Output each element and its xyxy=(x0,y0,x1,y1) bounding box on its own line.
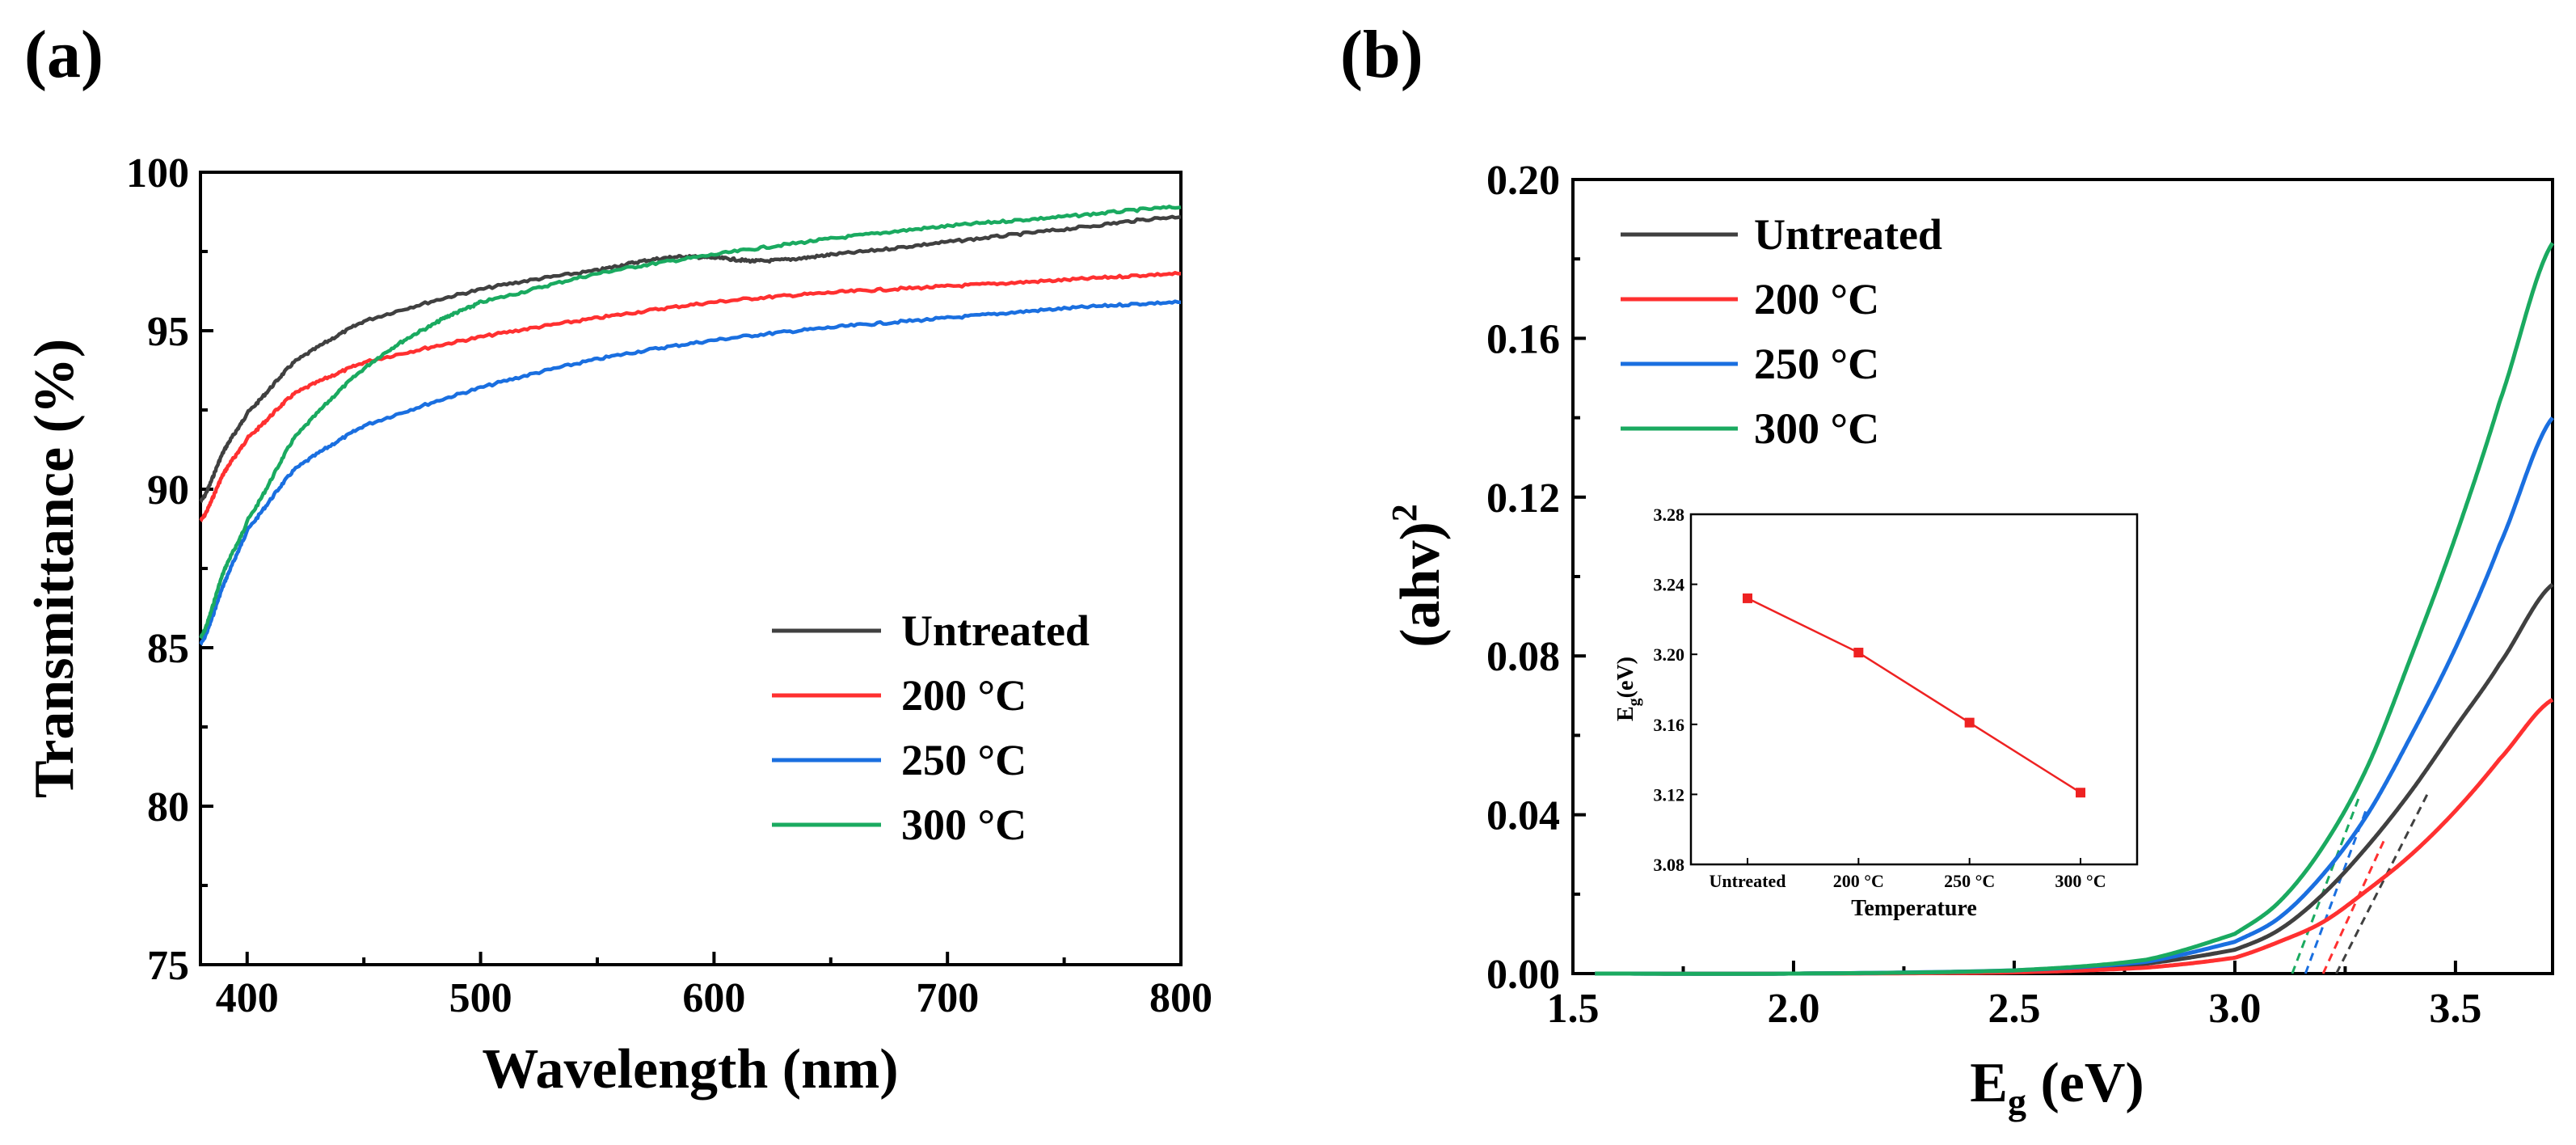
panel-b-x-axis-symbol: E xyxy=(1970,1052,2008,1114)
inset-y-tick-label: 3.20 xyxy=(1654,644,1685,665)
panel-a-plot-frame xyxy=(199,171,1183,966)
panel-a-y-tick-label: 85 xyxy=(147,626,189,672)
panel-b-y-ticks: 0.00 0.04 0.08 0.12 0.16 0.20 xyxy=(1486,158,1586,998)
panel-a-series-250-c xyxy=(199,299,1181,646)
inset-x-tick-label: Untreated xyxy=(1710,871,1786,891)
panel-b-x-axis-unit: (eV) xyxy=(2026,1052,2144,1114)
inset-y-tick-label: 3.16 xyxy=(1654,715,1685,735)
panel-b-legend-label-untreated: Untreated xyxy=(1754,210,1942,259)
inset-y-tick-label: 3.08 xyxy=(1654,855,1685,875)
panel-a-y-tick-label: 100 xyxy=(126,150,189,196)
panel-b-x-axis-title: Eg (eV) xyxy=(1970,1052,2144,1122)
panel-a-series-untreated xyxy=(199,214,1182,504)
panel-a-x-tick-label: 700 xyxy=(916,975,979,1021)
inset-data-point xyxy=(1853,648,1864,658)
inset-y-axis-symbol: E xyxy=(1613,706,1638,721)
panel-a-x-ticks: 400 500 600 700 800 xyxy=(216,952,1212,1021)
panel-a-label: (a) xyxy=(24,17,103,92)
panel-a-legend-label-300-c: 300 °C xyxy=(901,801,1027,849)
panel-a-x-tick-label: 600 xyxy=(682,975,745,1021)
panel-a-y-tick-label: 80 xyxy=(147,784,189,830)
panel-b-legend-label-250-c: 250 °C xyxy=(1754,340,1879,388)
inset-y-axis-title: Eg(eV) xyxy=(1613,657,1643,721)
panel-a-x-tick-label: 800 xyxy=(1149,975,1212,1021)
panel-b-legend: Untreated 200 °C 250 °C 300 °C xyxy=(1621,210,1942,453)
inset-data-point xyxy=(2076,788,2085,798)
inset-y-tick-label: 3.12 xyxy=(1654,784,1685,805)
inset-series-line xyxy=(1747,597,2081,794)
panel-b-x-ticks: 1.5 2.0 2.5 3.0 3.5 xyxy=(1547,961,2481,1032)
panel-b-legend-label-200-c: 200 °C xyxy=(1754,275,1879,323)
panel-b-y-tick-label: 0.20 xyxy=(1486,158,1560,204)
panel-a: (a) 400 500 600 700 800 75 80 85 90 95 100 Wavele… xyxy=(23,17,1212,1101)
panel-a-legend-label-200-c: 200 °C xyxy=(901,671,1027,720)
panel-a-x-axis-title: Wavelength (nm) xyxy=(482,1038,898,1101)
panel-b: (b) 1.5 2.0 2.5 3.0 3.5 0.00 0.04 0.08 0.12 0.16… xyxy=(1340,17,2555,1122)
panel-b-x-tick-label: 2.0 xyxy=(1767,986,1819,1032)
panel-a-series xyxy=(199,205,1182,646)
panel-b-x-tick-label: 3.0 xyxy=(2208,986,2261,1032)
panel-b-series xyxy=(1595,242,2555,976)
panel-b-legend-label-300-c: 300 °C xyxy=(1754,404,1879,453)
panel-b-y-axis-title: (ahv)2 xyxy=(1385,504,1452,648)
inset-data-point xyxy=(1964,717,1975,728)
panel-a-y-tick-label: 95 xyxy=(147,309,189,355)
panel-a-y-tick-label: 90 xyxy=(147,467,189,513)
panel-b-tangent-line-2 xyxy=(2321,838,2386,974)
panel-a-series-300-c xyxy=(199,205,1182,640)
panel-b-y-tick-label: 0.04 xyxy=(1486,793,1560,839)
inset-y-tick-label: 3.24 xyxy=(1654,575,1685,595)
panel-a-y-axis-title: Transmittance (%) xyxy=(23,339,86,798)
inset-series xyxy=(1743,593,2085,798)
panel-a-x-tick-label: 400 xyxy=(216,975,279,1021)
panel-b-y-axis-superscript: 2 xyxy=(1385,504,1424,522)
panel-a-y-tick-label: 75 xyxy=(147,943,189,989)
panel-b-y-axis-symbol: (ahv) xyxy=(1389,522,1452,648)
panel-b-tangent-line-3 xyxy=(2335,790,2431,974)
panel-b-series-300-c xyxy=(1595,242,2555,976)
inset-y-tick-label: 3.28 xyxy=(1654,505,1685,525)
panel-b-x-axis-subscript: g xyxy=(2008,1081,2026,1122)
panel-b-tangent-lines xyxy=(2291,790,2431,974)
inset-y-axis-subscript: g xyxy=(1625,698,1643,706)
panel-a-x-tick-label: 500 xyxy=(449,975,512,1021)
inset-x-axis-title: Temperature xyxy=(1851,896,1977,921)
inset-x-tick-label: 300 °C xyxy=(2055,871,2106,891)
inset-x-tick-label: 250 °C xyxy=(1944,871,1995,891)
panel-a-legend: Untreated 200 °C 250 °C 300 °C xyxy=(772,606,1090,849)
inset-y-ticks: 3.08 3.12 3.16 3.20 3.24 3.28 xyxy=(1654,505,1697,875)
panel-b-tangent-line-1 xyxy=(2304,806,2369,974)
panel-b-y-tick-label: 0.16 xyxy=(1486,316,1560,362)
panel-b-x-tick-label: 2.5 xyxy=(1988,986,2040,1032)
panel-b-x-tick-label: 1.5 xyxy=(1547,986,1600,1032)
panel-b-tangent-line-0 xyxy=(2291,798,2360,974)
panel-a-y-ticks: 75 80 85 90 95 100 xyxy=(126,150,213,989)
panel-a-series-200-c xyxy=(199,271,1181,522)
panel-a-legend-label-250-c: 250 °C xyxy=(901,736,1027,784)
panel-a-legend-label-untreated: Untreated xyxy=(901,606,1090,655)
panel-b-y-tick-label: 0.12 xyxy=(1486,475,1560,522)
panel-b-inset: 3.08 3.12 3.16 3.20 3.24 3.28 Untreated 200 °C… xyxy=(1613,505,2139,921)
inset-x-tick-label: 200 °C xyxy=(1833,871,1884,891)
panel-b-y-tick-label: 0.00 xyxy=(1486,952,1560,998)
inset-data-point xyxy=(1743,593,1752,603)
panel-b-y-tick-label: 0.08 xyxy=(1486,634,1560,680)
panel-b-x-tick-label: 3.5 xyxy=(2429,986,2481,1032)
inset-x-ticks: Untreated 200 °C 250 °C 300 °C xyxy=(1710,858,2106,891)
panel-b-label: (b) xyxy=(1340,17,1423,92)
inset-y-axis-unit: (eV) xyxy=(1613,657,1638,698)
inset-plot-frame xyxy=(1689,513,2139,866)
